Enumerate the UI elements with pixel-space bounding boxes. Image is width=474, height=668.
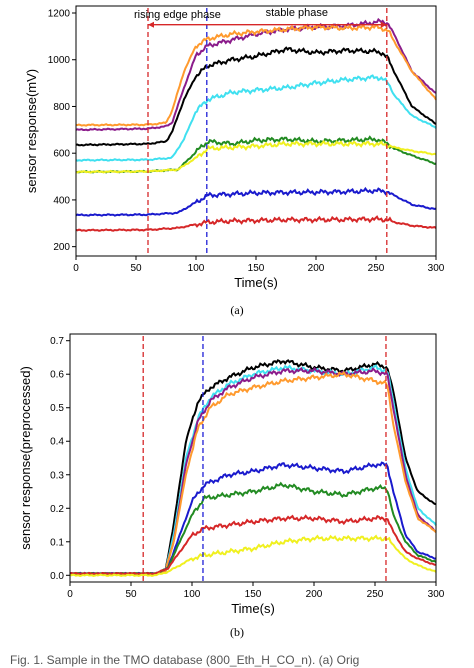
x-axis-label: Time(s) <box>231 601 275 616</box>
series-line <box>75 139 437 174</box>
x-tick-label: 200 <box>308 263 325 274</box>
x-tick-label: 250 <box>367 589 384 600</box>
x-tick-label: 50 <box>130 263 142 274</box>
series-line <box>69 359 437 576</box>
x-tick-label: 300 <box>428 263 445 274</box>
series-line <box>69 370 437 576</box>
panel-label-b: (b) <box>230 625 244 639</box>
y-axis-label: sensor response(preprocessed) <box>18 366 33 550</box>
y-tick-label: 800 <box>53 102 70 113</box>
y-tick-label: 0.7 <box>50 336 64 347</box>
y-tick-label: 0.4 <box>50 437 64 448</box>
series-line <box>69 534 437 578</box>
x-tick-label: 0 <box>67 589 73 600</box>
y-tick-label: 0.6 <box>50 370 64 381</box>
series-line <box>69 514 437 576</box>
x-tick-label: 150 <box>245 589 262 600</box>
phase-arrowhead <box>148 21 154 28</box>
series-line <box>75 74 437 162</box>
rising-edge-label: rising edge phase <box>134 9 221 21</box>
series-line <box>69 481 437 576</box>
x-tick-label: 300 <box>428 589 445 600</box>
phase-arrowhead <box>380 21 387 28</box>
x-tick-label: 100 <box>184 589 201 600</box>
chart-panel-b: 0 50 100 150 200 250 300 0.0 0.1 0.2 0.3 0.4 0.5 0.6 0… <box>18 333 445 616</box>
x-tick-label: 200 <box>306 589 323 600</box>
y-tick-label: 600 <box>53 149 70 160</box>
series-line <box>75 215 437 232</box>
y-tick-label: 1000 <box>48 55 71 66</box>
y-tick-label: 0.0 <box>50 571 64 582</box>
panel-label-a: (a) <box>230 303 243 317</box>
series-line <box>75 23 437 127</box>
y-tick-label: 0.5 <box>50 403 64 414</box>
stable-phase-label: stable phase <box>266 7 328 19</box>
y-tick-label: 200 <box>53 242 70 253</box>
series-line <box>75 17 437 132</box>
x-tick-label: 50 <box>125 589 137 600</box>
series-line <box>75 186 437 217</box>
y-tick-label: 1200 <box>48 9 71 20</box>
x-tick-label: 0 <box>73 263 79 274</box>
y-tick-label: 400 <box>53 195 70 206</box>
series-line <box>75 46 437 147</box>
x-tick-label: 100 <box>188 263 205 274</box>
y-tick-label: 0.2 <box>50 504 64 515</box>
x-axis-label: Time(s) <box>234 275 278 290</box>
y-tick-label: 0.3 <box>50 470 64 481</box>
y-axis-label: sensor response(mV) <box>24 69 39 193</box>
figure-caption: Fig. 1. Sample in the TMO database (800_… <box>10 653 359 667</box>
x-tick-label: 150 <box>248 263 265 274</box>
chart-panel-a: rising edge phase stable phase 0 50 100 150 20… <box>24 5 445 290</box>
x-tick-label: 250 <box>368 263 385 274</box>
y-tick-label: 0.1 <box>50 537 64 548</box>
